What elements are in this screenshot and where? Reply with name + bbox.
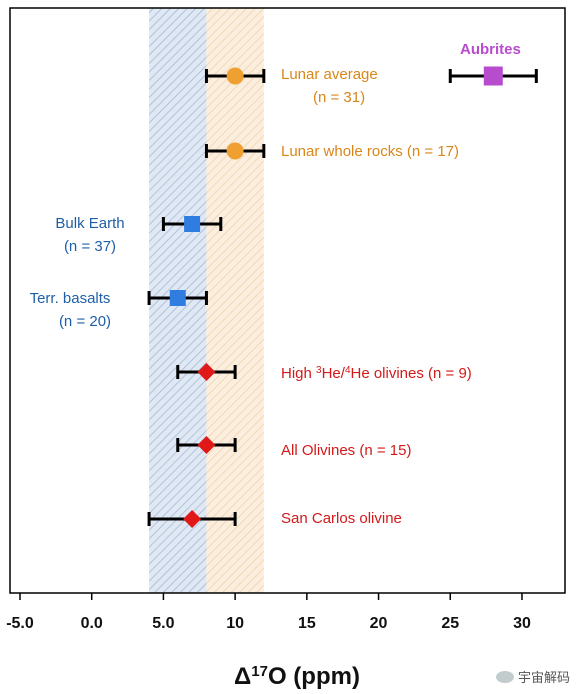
marker-lunar-average [226, 67, 244, 85]
label-high-he-post: He olivines (n = 9) [351, 365, 472, 382]
marker-bulk-earth [184, 216, 201, 232]
label-high-he-sup1: 3 [316, 365, 322, 376]
x-axis: -5.0 0.0 5.0 10 15 20 25 30 [6, 593, 531, 632]
point-high-he-olivines [176, 363, 237, 381]
watermark-text: 宇宙解码 [517, 671, 570, 686]
label-terr-basalts: Terr. basalts [30, 290, 111, 307]
point-san-carlos [147, 510, 237, 528]
x-axis-title-rest: O (ppm) [268, 663, 360, 690]
x-axis-title-sup: 17 [251, 663, 268, 680]
label-high-he-olivines: High 3He/4He olivines (n = 9) [281, 365, 472, 383]
x-tick-label-7: 30 [513, 615, 531, 632]
label-all-olivines: All Olivines (n = 15) [281, 442, 411, 459]
lunar-band [206, 8, 264, 593]
x-tick-label-5: 20 [370, 615, 388, 632]
label-aubrites: Aubrites [460, 41, 521, 58]
marker-aubrites [483, 66, 503, 86]
marker-all-olivines [197, 436, 216, 454]
point-bulk-earth [161, 216, 223, 232]
point-terr-basalts [147, 290, 208, 306]
label-high-he-mid: He/ [322, 365, 346, 382]
label-san-carlos: San Carlos olivine [281, 510, 402, 527]
marks [147, 66, 538, 528]
label-lunar-average: Lunar average [281, 66, 378, 83]
label-lunar-average-n: (n = 31) [313, 89, 365, 106]
point-aubrites [448, 66, 538, 86]
marker-lunar-whole-rocks [226, 142, 244, 160]
marker-terr-basalts [169, 290, 186, 306]
label-bulk-earth: Bulk Earth [55, 215, 124, 232]
x-axis-title: Δ17O (ppm) [234, 663, 360, 691]
wechat-icon [495, 670, 514, 683]
x-tick-label-1: 0.0 [81, 615, 103, 632]
x-axis-title-base: Δ [234, 663, 251, 690]
label-high-he-pre: High [281, 365, 316, 382]
plot-area [10, 8, 565, 593]
marker-high-he-olivines [197, 363, 216, 381]
label-terr-basalts-n: (n = 20) [59, 313, 111, 330]
label-lunar-whole-rocks: Lunar whole rocks (n = 17) [281, 143, 459, 160]
x-tick-label-6: 25 [441, 615, 459, 632]
x-tick-label-3: 10 [226, 615, 244, 632]
x-tick-label-0: -5.0 [6, 615, 34, 632]
label-bulk-earth-n: (n = 37) [64, 238, 116, 255]
point-lunar-whole-rocks [204, 142, 266, 160]
marker-san-carlos [183, 510, 202, 528]
label-high-he-sup2: 4 [345, 365, 351, 376]
x-tick-label-4: 15 [298, 615, 316, 632]
point-lunar-average [204, 67, 266, 85]
point-all-olivines [176, 436, 237, 454]
watermark: 宇宙解码 [495, 667, 570, 686]
plot-frame [9, 7, 566, 594]
x-tick-label-2: 5.0 [152, 615, 174, 632]
